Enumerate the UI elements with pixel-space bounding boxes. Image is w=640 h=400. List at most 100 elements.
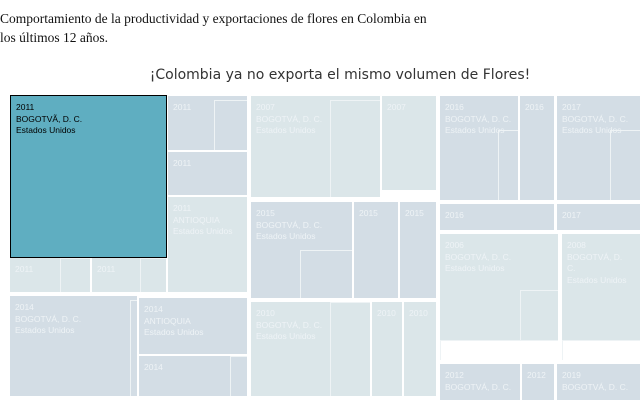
tile-label-line: BOGOTVÁ, D. C.: [562, 381, 629, 392]
tile-label-line: 2016: [445, 102, 464, 112]
treemap-tile[interactable]: 2010: [404, 302, 436, 396]
tile-label-line: ANTIOQUIA: [144, 315, 191, 326]
tile-subdivision: [214, 100, 247, 150]
tile-label-line: ANTIOQUIA: [173, 214, 220, 225]
tile-label-line: BOGOTVÁ, D. C.: [256, 113, 323, 124]
tile-label-line: 2016: [445, 210, 464, 220]
treemap-tile[interactable]: 2014 ANTIOQUIA Estados Unidos: [139, 298, 247, 354]
tile-label-line: 2008: [567, 240, 586, 250]
treemap-tile[interactable]: 2014 BOGOTVÁ, D. C. Estados Unidos: [10, 296, 137, 396]
tile-label-line: BOGOTVÁ, D. C.: [567, 251, 623, 274]
tile-label: 2019 BOGOTVÁ, D. C.: [562, 370, 628, 393]
tile-subdivision: [130, 300, 137, 396]
treemap-tile[interactable]: 2011 BOGOTVÃ, D. C. Estados Unidos: [10, 95, 167, 258]
tile-label: 2014 BOGOTVÁ, D. C. Estados Unidos: [15, 302, 81, 337]
tile-label-line: 2011: [173, 158, 192, 168]
tile-label-line: Estados Unidos: [256, 231, 316, 241]
tile-label: 2011: [173, 158, 191, 170]
tile-label-line: Estados Unidos: [445, 125, 505, 135]
treemap-tile[interactable]: 2012: [522, 364, 554, 400]
treemap-tile[interactable]: 2015: [354, 202, 398, 298]
tile-label-line: 2011: [97, 264, 116, 274]
treemap-tile[interactable]: 2017: [557, 204, 640, 230]
tile-label-line: BOGOTVÁ, D. C.: [256, 219, 323, 230]
tile-label-line: 2011: [15, 264, 34, 274]
tile-label-line: 2019: [562, 370, 581, 380]
tile-subdivision: [140, 258, 166, 292]
treemap-tile[interactable]: 2010 BOGOTVÁ, D. C. Estados Unidos: [251, 302, 370, 396]
tile-label: 2007 BOGOTVÁ, D. C. Estados Unidos: [256, 102, 322, 137]
tile-label-line: Estados Unidos: [562, 125, 622, 135]
tile-label-line: BOGOTVÁ, D. C.: [15, 313, 82, 324]
tile-subdivision: [330, 302, 370, 396]
tile-label-line: 2017: [562, 102, 581, 112]
treemap-tile[interactable]: 2016: [520, 96, 554, 200]
tile-label: 2010 BOGOTVÁ, D. C. Estados Unidos: [256, 308, 322, 343]
tile-label-line: 2017: [562, 210, 581, 220]
tile-label-line: Estados Unidos: [256, 125, 316, 135]
treemap-tile[interactable]: 2015: [400, 202, 436, 298]
treemap-tile[interactable]: 2007: [382, 96, 436, 190]
tile-label-line: 2011: [16, 102, 35, 112]
treemap-tile[interactable]: 2007 BOGOTVÁ, D. C. Estados Unidos: [251, 96, 380, 197]
tile-subdivision: [330, 100, 380, 197]
tile-label-line: 2014: [144, 362, 163, 372]
treemap-tile[interactable]: 2011 ANTIOQUIA Estados Unidos: [168, 197, 247, 292]
tile-label-line: 2015: [359, 208, 378, 218]
tile-label: 2012 BOGOTVÁ, D. C.: [445, 370, 511, 393]
tile-label: 2010: [409, 308, 428, 320]
tile-label-line: BOGOTVÁ, D. C.: [445, 251, 512, 262]
treemap-tile[interactable]: 2008 BOGOTVÁ, D. C. Estados Unidos: [562, 234, 640, 340]
tile-label: 2015: [405, 208, 424, 220]
tile-label: 2011: [97, 264, 115, 276]
tile-subdivision: [520, 290, 558, 340]
tile-subdivision: [498, 130, 518, 200]
treemap-tile[interactable]: 2014: [139, 356, 247, 396]
tile-label-line: Estados Unidos: [15, 325, 75, 335]
tile-label: 2014: [144, 362, 163, 374]
tile-label: 2017 BOGOTVÁ, D. C. Estados Unidos: [562, 102, 628, 137]
tile-label: 2016: [445, 210, 464, 222]
tile-label: 2011 ANTIOQUIA Estados Unidos: [173, 203, 233, 238]
tile-label-line: Estados Unidos: [16, 125, 76, 135]
tile-label-line: 2016: [525, 102, 544, 112]
treemap-tile[interactable]: 2017 BOGOTVÁ, D. C. Estados Unidos: [557, 96, 640, 200]
tile-subdivision: [440, 340, 558, 360]
tile-label: 2016: [525, 102, 544, 114]
treemap-tile[interactable]: 2011: [10, 258, 90, 292]
tile-label-line: BOGOTVÁ, D. C.: [445, 381, 512, 392]
tile-label-line: 2014: [15, 302, 34, 312]
treemap-tile[interactable]: 2016 BOGOTVÁ, D. C. Estados Unidos: [440, 96, 518, 200]
tile-subdivision: [610, 130, 640, 200]
tile-label-line: 2010: [377, 308, 396, 318]
tile-label-line: Estados Unidos: [256, 331, 316, 341]
tile-label-line: 2010: [409, 308, 428, 318]
treemap-tile[interactable]: 2011: [168, 152, 247, 195]
treemap-tile[interactable]: 2019 BOGOTVÁ, D. C.: [557, 364, 640, 400]
treemap-tile[interactable]: 2006 BOGOTVÁ, D. C. Estados Unidos: [440, 234, 558, 340]
treemap-tile[interactable]: 2012 BOGOTVÁ, D. C.: [440, 364, 520, 400]
tile-label-line: Estados Unidos: [173, 226, 233, 236]
tile-label: 2015: [359, 208, 378, 220]
tile-label-line: BOGOTVÁ, D. C.: [562, 113, 629, 124]
tile-label-line: 2010: [256, 308, 275, 318]
tile-label: 2015 BOGOTVÁ, D. C. Estados Unidos: [256, 208, 322, 243]
tile-label-line: 2014: [144, 304, 163, 314]
treemap-tile[interactable]: 2011: [92, 258, 166, 292]
tile-label-line: 2006: [445, 240, 464, 250]
tile-label: 2017: [562, 210, 581, 222]
tile-label-line: 2007: [387, 102, 406, 112]
tile-subdivision: [60, 258, 90, 292]
treemap-tile[interactable]: 2016: [440, 204, 554, 230]
tile-label-line: Estados Unidos: [445, 263, 505, 273]
tile-label: 2011: [173, 102, 191, 114]
treemap-tile[interactable]: 2010: [372, 302, 402, 396]
tile-label: 2014 ANTIOQUIA Estados Unidos: [144, 304, 204, 339]
tile-label-line: 2015: [256, 208, 275, 218]
treemap-tile[interactable]: 2011: [168, 96, 247, 150]
tile-label: 2006 BOGOTVÁ, D. C. Estados Unidos: [445, 240, 511, 275]
tile-label: 2008 BOGOTVÁ, D. C. Estados Unidos: [567, 240, 627, 286]
tile-label-line: BOGOTVÁ, D. C.: [256, 319, 323, 330]
tile-label-line: 2012: [527, 370, 546, 380]
tile-label: 2016 BOGOTVÁ, D. C. Estados Unidos: [445, 102, 511, 137]
